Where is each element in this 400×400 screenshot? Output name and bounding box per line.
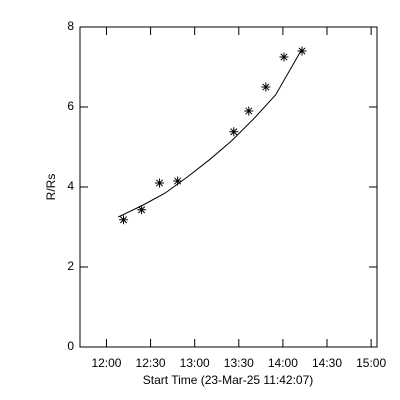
x-tick-label: 15:00 [356, 356, 386, 370]
data-point [119, 215, 129, 225]
x-axis-label: Start Time (23-Mar-25 11:42:07) [143, 373, 314, 387]
y-tick-label: 6 [67, 99, 74, 113]
y-axis-label: R/Rs [44, 174, 58, 201]
x-tick-label: 14:00 [268, 356, 298, 370]
y-tick-label: 8 [67, 19, 74, 33]
x-tick-label: 13:30 [224, 356, 254, 370]
x-tick-label: 13:00 [180, 356, 210, 370]
x-tick-label: 12:00 [91, 356, 121, 370]
y-tick-label: 2 [67, 259, 74, 273]
data-point [297, 46, 307, 56]
y-tick-label: 0 [67, 339, 74, 353]
fit-line [118, 48, 303, 218]
data-point [279, 52, 289, 62]
data-point [229, 127, 239, 137]
data-point [173, 176, 183, 186]
plot-frame [79, 26, 378, 348]
x-tick-label: 14:30 [312, 356, 342, 370]
data-point [261, 82, 271, 92]
x-tick-label: 12:30 [136, 356, 166, 370]
data-point [155, 178, 165, 188]
data-point [244, 106, 254, 116]
y-tick-label: 4 [67, 179, 74, 193]
data-point [137, 205, 147, 215]
